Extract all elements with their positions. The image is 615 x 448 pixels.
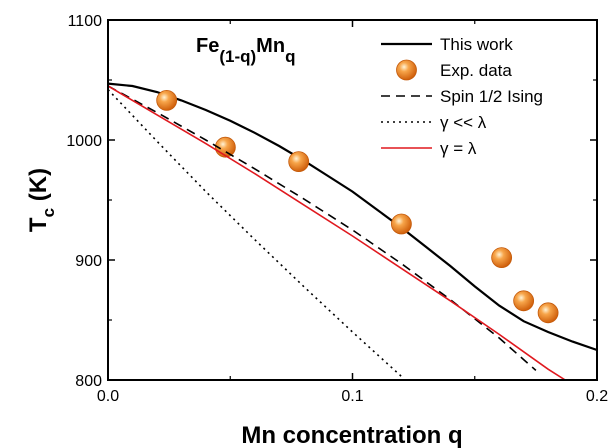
composition-annotation: Fe(1-q)Mnq (196, 35, 295, 66)
plot-area (108, 82, 597, 380)
axes: 0.0 0.1 0.2 800 900 1000 1100 (66, 13, 608, 405)
legend-label-exp-data: Exp. data (440, 61, 512, 80)
data-point (537, 302, 559, 324)
y-tick-label: 800 (75, 373, 102, 390)
series-line-spin-1-2-ising (108, 85, 537, 371)
data-point (491, 247, 513, 269)
x-tick-label: 0.2 (586, 388, 608, 405)
series-line- (108, 85, 566, 380)
data-point (288, 151, 310, 173)
legend-label-this-work: This work (440, 35, 513, 54)
legend-label-spin-1-2-ising: Spin 1/2 Ising (440, 87, 543, 106)
legend-swatch-exp-data (396, 59, 417, 81)
legend: This work Exp. data Spin 1/2 Ising γ << λ γ … (381, 35, 543, 158)
y-tick-label: 1000 (66, 133, 102, 150)
plot-frame (107, 19, 598, 381)
x-axis-title: Mn concentration q (241, 422, 462, 448)
data-point (513, 290, 535, 312)
legend-label-: γ = λ (440, 139, 477, 158)
legend-label-: γ << λ (440, 113, 487, 132)
y-tick-label: 1100 (68, 13, 103, 30)
y-axis-title: Tc (K) (25, 168, 58, 232)
x-tick-label: 0.1 (341, 388, 363, 405)
x-tick-label: 0.0 (97, 388, 119, 405)
data-point (156, 90, 178, 111)
data-point (390, 213, 412, 235)
y-tick-label: 900 (75, 253, 102, 270)
series-line-this-work (108, 82, 597, 352)
